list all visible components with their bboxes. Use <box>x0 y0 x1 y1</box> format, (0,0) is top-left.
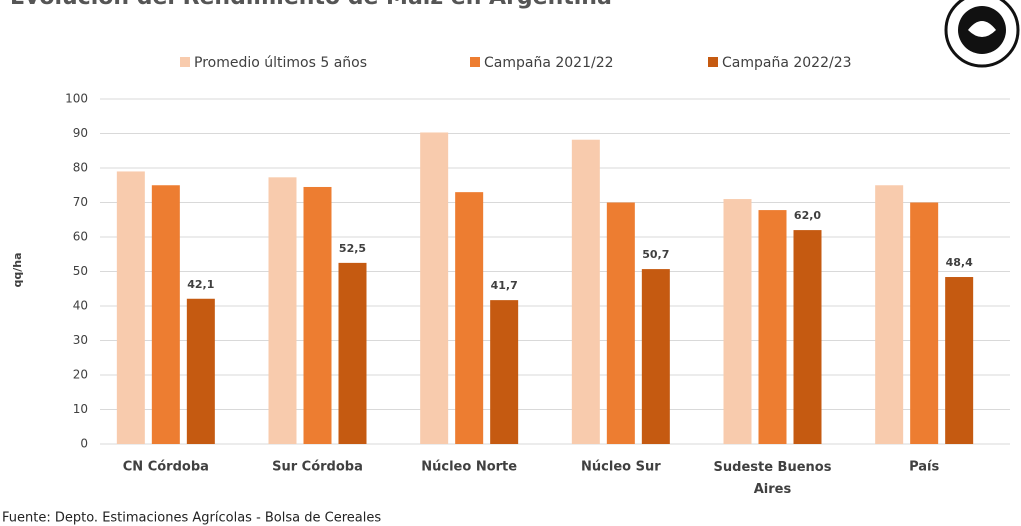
x-tick-label: CN Córdoba <box>123 460 209 475</box>
x-tick-label: País <box>909 460 939 475</box>
value-label: 41,7 <box>491 279 518 292</box>
x-tick-label: Núcleo Norte <box>421 460 517 475</box>
bar <box>758 210 787 444</box>
y-tick-label: 60 <box>73 230 88 244</box>
x-tick-label: Núcleo Sur <box>581 460 661 475</box>
x-tick-label: Sur Córdoba <box>272 460 363 475</box>
legend-swatch <box>708 57 718 67</box>
y-tick-label: 70 <box>73 195 88 209</box>
legend-swatch <box>180 57 190 67</box>
y-tick-label: 10 <box>73 402 88 416</box>
y-axis-label: qq/ha <box>11 252 24 287</box>
source: Fuente: Depto. Estimaciones Agrícolas - … <box>2 511 381 526</box>
bar <box>723 199 752 444</box>
bar <box>571 139 600 444</box>
bar <box>116 171 145 444</box>
bar <box>455 192 484 444</box>
bar <box>641 269 670 444</box>
value-label: 50,7 <box>642 248 669 261</box>
y-tick-label: 0 <box>80 437 88 451</box>
bar <box>338 262 367 444</box>
bar <box>793 230 822 444</box>
y-tick-label: 80 <box>73 161 88 175</box>
x-tick-label: Sudeste Buenos Aires <box>714 460 832 497</box>
legend-label: Campaña 2021/22 <box>484 55 614 71</box>
bar <box>268 177 297 444</box>
y-tick-label: 30 <box>73 333 88 347</box>
value-label: 48,4 <box>946 256 973 269</box>
legend-swatch <box>470 57 480 67</box>
value-label: 62,0 <box>794 209 821 222</box>
bar <box>420 132 449 444</box>
chart-title: Evolución del Rendimiento de Maíz en Arg… <box>10 0 612 10</box>
bar <box>606 202 635 444</box>
bar <box>490 300 519 444</box>
value-label: 52,5 <box>339 242 366 255</box>
bar <box>910 202 939 444</box>
y-tick-label: 100 <box>65 92 88 106</box>
legend-label: Campaña 2022/23 <box>722 55 852 71</box>
bar <box>303 186 332 444</box>
y-tick-label: 40 <box>73 299 88 313</box>
y-tick-label: 90 <box>73 126 88 140</box>
y-tick-label: 20 <box>73 368 88 382</box>
value-label: 42,1 <box>187 278 214 291</box>
bar <box>945 277 974 444</box>
legend-label: Promedio últimos 5 años <box>194 55 367 71</box>
logo <box>944 0 1020 68</box>
bar <box>186 298 215 444</box>
bar <box>875 185 904 444</box>
y-tick-label: 50 <box>73 264 88 278</box>
bar <box>151 185 180 444</box>
